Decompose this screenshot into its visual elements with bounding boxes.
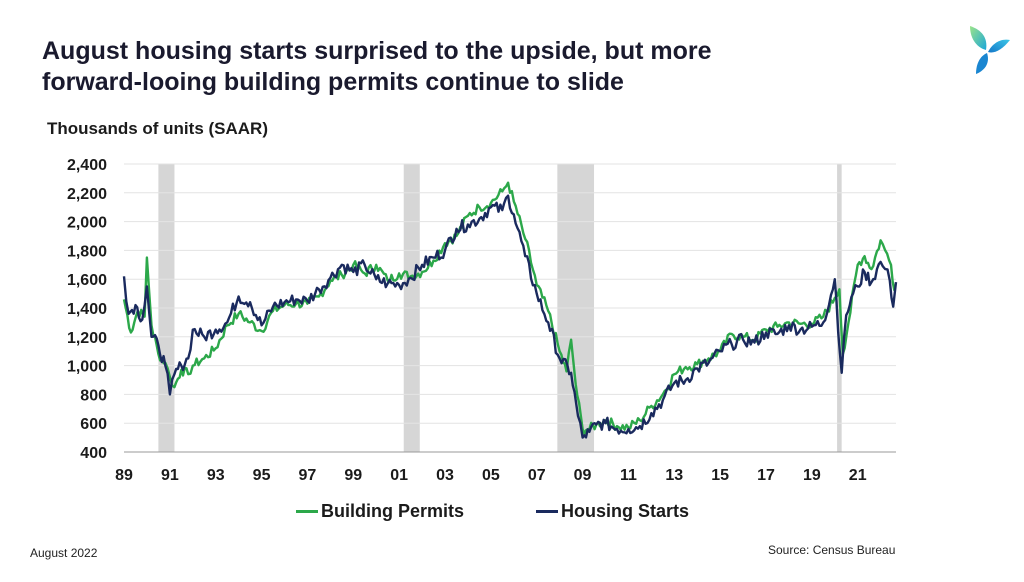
x-tick-label: 95: [253, 467, 271, 484]
y-tick-label: 2,400: [67, 157, 107, 174]
x-tick-label: 15: [711, 467, 729, 484]
x-tick-label: 93: [207, 467, 225, 484]
y-tick-label: 600: [80, 416, 107, 433]
x-tick-label: 91: [161, 467, 179, 484]
x-tick-label: 13: [665, 467, 683, 484]
legend-item-building-permits: Building Permits: [296, 501, 464, 522]
y-tick-label: 1,600: [67, 272, 107, 289]
y-tick-label: 800: [80, 387, 107, 404]
x-tick-label: 17: [757, 467, 775, 484]
x-tick-label: 19: [803, 467, 821, 484]
y-tick-label: 1,400: [67, 301, 107, 318]
gridlines: [124, 163, 896, 453]
x-tick-label: 01: [390, 467, 408, 484]
series-line-building-permits: [122, 181, 896, 435]
y-tick-label: 400: [80, 445, 107, 462]
x-tick-label: 99: [344, 467, 362, 484]
y-axis-unit-label: Thousands of units (SAAR): [47, 119, 268, 138]
legend-item-housing-starts: Housing Starts: [536, 501, 689, 522]
line-chart: 400 600 800 1,000 1,200 1,400 1,600 1,800 2,000 2…: [67, 157, 898, 484]
legend-swatch-housing-starts: [536, 509, 559, 513]
x-axis: 89 91 93 95 97 99 01 03 05 07 09 11 13 15 17 19 21: [115, 467, 867, 484]
x-tick-label: 09: [574, 467, 592, 484]
legend-label-building-permits: Building Permits: [321, 500, 465, 521]
x-tick-label: 89: [115, 467, 133, 484]
x-tick-label: 11: [620, 467, 637, 484]
y-tick-label: 2,200: [67, 186, 107, 203]
x-tick-label: 07: [528, 467, 546, 484]
chart-title-line-2: forward-looing building permits continue…: [42, 68, 624, 96]
y-tick-label: 1,000: [67, 359, 107, 376]
y-axis: 400 600 800 1,000 1,200 1,400 1,600 1,800 2,000 2…: [67, 157, 107, 462]
x-tick-label: 21: [849, 467, 867, 484]
x-tick-label: 05: [482, 467, 500, 484]
y-tick-label: 1,800: [67, 243, 107, 260]
y-tick-label: 2,000: [67, 215, 107, 232]
series-lines: [122, 181, 898, 439]
y-tick-label: 1,200: [67, 330, 107, 347]
source-label: Source: Census Bureau: [768, 543, 896, 557]
x-tick-label: 03: [436, 467, 454, 484]
date-label: August 2022: [30, 546, 98, 560]
tri-leaf-logo-icon: [970, 26, 1010, 74]
legend-label-housing-starts: Housing Starts: [561, 500, 690, 521]
chart-title: August housing starts surprised to the u…: [42, 36, 922, 98]
series-line-housing-starts: [122, 194, 898, 439]
chart-title-line-1: August housing starts surprised to the u…: [42, 37, 712, 65]
legend-swatch-building-permits: [296, 509, 318, 513]
x-tick-label: 97: [299, 467, 317, 484]
chart-legend: Building Permits Housing Starts: [296, 500, 761, 522]
